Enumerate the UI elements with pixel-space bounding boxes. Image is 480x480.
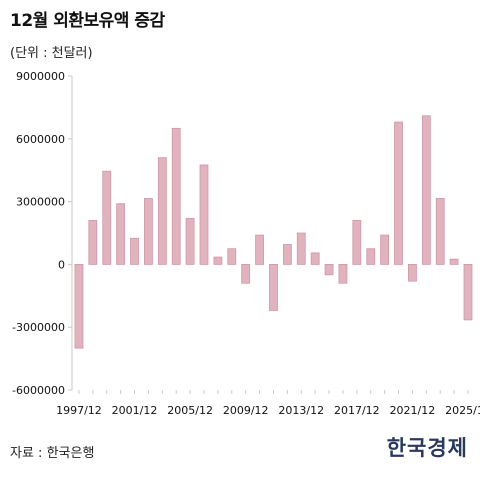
bars [74, 115, 473, 349]
bar [435, 198, 445, 265]
x-tick-label: 2021/12 [390, 404, 436, 417]
x-tick-label: 2001/12 [112, 404, 158, 417]
bar [296, 232, 306, 265]
y-tick-label: -6000000 [12, 384, 65, 397]
bar [352, 220, 362, 265]
bar [74, 263, 84, 349]
y-axis: 9000000 6000000 3000000 0 -3000000 -6000000 [12, 70, 73, 397]
bar [408, 263, 417, 282]
bar [421, 115, 431, 265]
y-tick-label: 9000000 [16, 70, 65, 83]
bar [116, 203, 126, 265]
bar [213, 256, 223, 265]
x-tick-label: 2025/12 [445, 404, 480, 417]
bar [282, 244, 292, 265]
bar [338, 263, 348, 284]
x-axis: 1997/12 2001/12 2005/12 2009/12 2013/12 2017/… [56, 390, 480, 417]
bar [324, 263, 334, 276]
unit-label: (단위 : 천달러) [10, 46, 93, 61]
bar [449, 258, 459, 265]
source-note: 자료 : 한국은행 [10, 446, 95, 461]
bar [199, 164, 209, 265]
y-tick-label: 3000000 [16, 196, 65, 209]
bar [394, 121, 403, 265]
bar [144, 198, 153, 265]
x-tick-label: 2009/12 [223, 404, 269, 417]
bar [227, 248, 237, 265]
bar [171, 127, 181, 265]
bar [366, 248, 376, 265]
bar [102, 170, 112, 265]
bar [130, 237, 139, 265]
publisher-logo: 한국경제 [386, 435, 468, 460]
bar-chart: 9000000 6000000 3000000 0 -3000000 -6000000 1… [12, 70, 480, 417]
y-tick-label: -3000000 [12, 321, 65, 334]
x-tick-label: 2017/12 [334, 404, 380, 417]
bar [463, 263, 473, 321]
y-tick-label: 0 [58, 258, 65, 271]
bar [241, 263, 251, 284]
bar [380, 234, 390, 265]
x-tick-label: 1997/12 [56, 404, 102, 417]
bar [88, 220, 98, 265]
bar [157, 157, 167, 265]
bar [255, 234, 264, 265]
bar [269, 263, 278, 311]
bar [185, 217, 195, 265]
bar [310, 252, 320, 265]
chart-title: 12월 외환보유액 증감 [10, 11, 165, 31]
x-tick-label: 2013/12 [278, 404, 324, 417]
x-tick-label: 2005/12 [167, 404, 213, 417]
y-tick-label: 6000000 [16, 133, 65, 146]
